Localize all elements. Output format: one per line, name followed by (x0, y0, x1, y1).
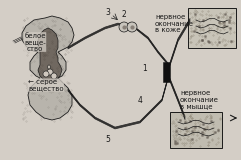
Text: нервное
окончание
в коже: нервное окончание в коже (155, 14, 194, 33)
Ellipse shape (47, 65, 51, 69)
Text: 1: 1 (143, 64, 147, 72)
Bar (188, 8, 236, 48)
Text: белое
веще-
ство: белое веще- ство (24, 32, 46, 52)
Text: 3: 3 (106, 8, 110, 16)
Text: ← серое
вещество: ← серое вещество (28, 79, 64, 91)
Circle shape (127, 22, 137, 32)
Text: нервное
окончание
в мышце: нервное окончание в мышце (180, 90, 219, 109)
Circle shape (47, 69, 53, 75)
Polygon shape (22, 16, 74, 120)
Bar (163, 62, 170, 82)
Text: 5: 5 (106, 136, 110, 144)
Circle shape (119, 22, 129, 32)
Polygon shape (38, 28, 62, 82)
Bar (170, 112, 222, 148)
Text: 4: 4 (138, 96, 142, 104)
Circle shape (51, 73, 57, 79)
Circle shape (43, 71, 49, 77)
Text: 2: 2 (122, 9, 126, 19)
